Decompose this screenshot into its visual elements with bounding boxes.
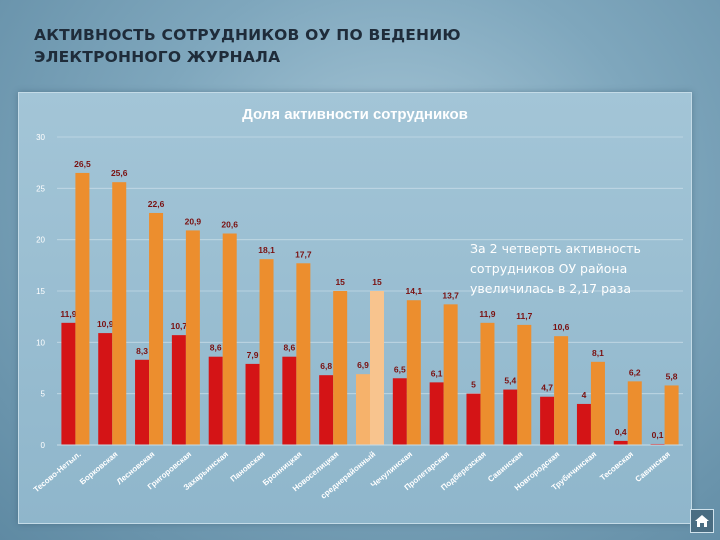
data-label-q2: 18,1 (258, 245, 275, 255)
data-label-q1: 0,4 (615, 427, 627, 437)
data-label-q2: 5,8 (666, 371, 678, 381)
bar-q2 (185, 230, 200, 445)
data-label-q1: 7,9 (247, 350, 259, 360)
y-tick-label: 0 (41, 441, 46, 450)
data-label-q1: 10,7 (171, 321, 188, 331)
bar-q2 (75, 172, 90, 445)
bar-q1 (576, 403, 591, 445)
bar-q1 (171, 335, 186, 445)
y-tick-label: 30 (36, 133, 45, 142)
bar-q1 (98, 333, 113, 445)
bar-q1 (613, 440, 628, 445)
y-tick-label: 5 (41, 390, 46, 399)
bar-q2 (443, 304, 458, 445)
data-label-q2: 20,9 (185, 216, 202, 226)
data-label-q1: 6,8 (320, 361, 332, 371)
chart-title: Доля активности сотрудников (242, 106, 468, 123)
bar-q1 (503, 389, 518, 445)
y-tick-label: 15 (36, 287, 45, 296)
bar-q2 (480, 322, 495, 445)
data-label-q2: 6,2 (629, 367, 641, 377)
data-label-q2: 15 (372, 277, 382, 287)
data-label-q2: 26,5 (74, 159, 91, 169)
bar-q1 (429, 382, 444, 445)
data-label-q1: 5 (471, 380, 476, 390)
bar-q2 (112, 182, 127, 445)
data-label-q2: 15 (335, 277, 345, 287)
data-label-q1: 5,4 (504, 376, 516, 386)
data-label-q2: 22,6 (148, 199, 165, 209)
bar-q2 (222, 233, 237, 445)
category-label: Борковская (78, 449, 120, 486)
bar-q2 (554, 336, 569, 445)
y-tick-label: 10 (36, 338, 45, 347)
data-label-q2: 13,7 (442, 290, 459, 300)
y-tick-label: 25 (36, 184, 45, 193)
data-label-q2: 25,6 (111, 168, 128, 178)
bar-q2 (406, 300, 421, 445)
data-label-q1: 6,9 (357, 360, 369, 370)
data-label-q1: 8,6 (283, 343, 295, 353)
data-label-q1: 4 (582, 390, 587, 400)
bar-q1 (392, 378, 407, 445)
data-label-q1: 6,5 (394, 364, 406, 374)
bar-q1 (245, 363, 260, 445)
data-label-q1: 8,6 (210, 343, 222, 353)
bar-chart: Доля активности сотрудников 0 5 10 15 20 25 30 1… (32, 106, 683, 501)
bar-q1 (356, 374, 370, 445)
bar-q2 (259, 259, 274, 445)
bar-q1 (135, 359, 150, 445)
data-label-q2: 17,7 (295, 249, 312, 259)
data-label-q1: 8,3 (136, 346, 148, 356)
data-label-q2: 10,6 (553, 322, 570, 332)
data-label-q1: 6,1 (431, 368, 443, 378)
bar-q1 (650, 443, 665, 445)
data-label-q2: 8,1 (592, 348, 604, 358)
data-label-q1: 4,7 (541, 383, 553, 393)
bar-q2 (296, 263, 311, 445)
data-label-q2: 11,7 (516, 311, 532, 321)
bar-q2 (149, 212, 164, 445)
bar-q2 (517, 324, 532, 445)
bar-q2 (590, 361, 605, 445)
data-label-q1: 10,9 (97, 319, 114, 329)
slide-title-line-2: ЭЛЕКТРОННОГО ЖУРНАЛА (34, 48, 281, 66)
chart-annotation: За 2 четверть активность сотрудников ОУ … (470, 241, 641, 296)
data-label-q1: 11,9 (60, 309, 76, 319)
data-label-q2: 14,1 (406, 286, 423, 296)
bar-q2 (664, 385, 679, 445)
bar-q1 (540, 396, 555, 445)
bar-q2 (333, 291, 348, 445)
bar-q2 (627, 381, 642, 445)
bar-q2 (370, 291, 384, 445)
category-label: Тесовская (598, 449, 635, 482)
home-icon (695, 515, 709, 527)
y-tick-label: 20 (36, 236, 45, 245)
home-button[interactable] (690, 509, 714, 533)
bar-q1 (466, 393, 481, 445)
bar-q1 (282, 356, 297, 445)
chart-panel: Доля активности сотрудников 0 5 10 15 20 25 30 1… (18, 92, 692, 524)
slide-title: АКТИВНОСТЬ СОТРУДНИКОВ ОУ ПО ВЕДЕНИЮ ЭЛЕ… (34, 24, 461, 68)
bar-q1 (208, 356, 223, 445)
category-label: Савинская (633, 449, 672, 483)
category-label: Савинская (486, 449, 525, 483)
category-label: Пановская (229, 449, 267, 483)
bar-q1 (319, 375, 334, 445)
slide-title-line-1: АКТИВНОСТЬ СОТРУДНИКОВ ОУ ПО ВЕДЕНИЮ (34, 26, 461, 44)
data-label-q1: 0,1 (652, 430, 664, 440)
data-label-q2: 20,6 (221, 220, 238, 230)
data-label-q2: 11,9 (479, 309, 495, 319)
bar-q1 (61, 322, 76, 445)
category-label: Тесово-Нетыл. (32, 450, 83, 495)
